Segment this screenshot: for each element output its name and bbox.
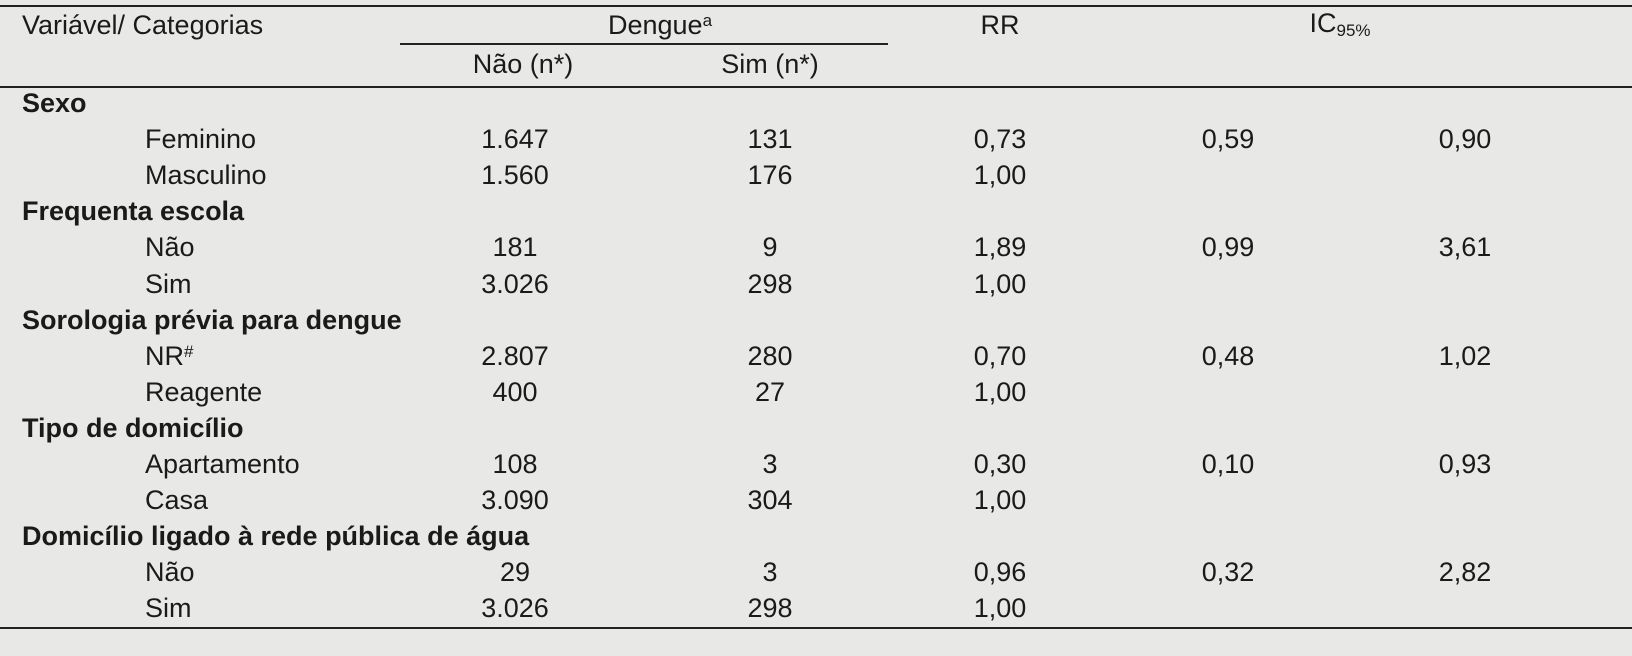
cell-sim: 298: [747, 268, 793, 299]
dengue-text: Dengue: [607, 10, 703, 40]
cell-nao: 3.090: [481, 485, 549, 516]
row-label: Sim: [145, 593, 192, 624]
ic-sub: 95%: [1336, 21, 1371, 40]
header-rr: RR: [980, 10, 1020, 40]
cell-ic-high: 1,02: [1438, 340, 1492, 371]
row-label: Feminino: [145, 124, 257, 155]
row-label: NR#: [145, 340, 193, 372]
cell-sim: 3: [762, 557, 778, 588]
cell-sim: 304: [747, 485, 793, 516]
header-dengue: Denguea: [608, 9, 712, 41]
row-label: Não: [145, 232, 195, 263]
cell-ic-high: 2,82: [1438, 557, 1492, 588]
cell-nao: 3.026: [481, 268, 549, 299]
cell-rr: 1,00: [973, 268, 1027, 299]
cell-ic-high: 0,93: [1438, 449, 1492, 479]
cell-nao: 108: [492, 449, 538, 479]
cell-ic-low: 0,59: [1201, 124, 1255, 155]
header-ic: IC95%: [1309, 7, 1370, 43]
row-label: Reagente: [145, 376, 263, 407]
cell-sim: 131: [747, 124, 793, 155]
cell-rr: 0,96: [973, 557, 1027, 588]
cell-ic-low: 0,48: [1201, 340, 1255, 371]
cell-rr: 1,89: [973, 232, 1027, 263]
cell-rr: 1,00: [973, 485, 1027, 516]
cell-sim: 27: [754, 376, 786, 407]
group-title: Domicílio ligado à rede pública de água: [22, 521, 530, 552]
cell-ic-low: 0,99: [1201, 232, 1255, 263]
row-label: Sim: [145, 268, 192, 299]
cell-nao: 3.026: [481, 593, 549, 624]
header-nao: Não (n*): [472, 49, 574, 79]
cell-sim: 9: [762, 232, 778, 263]
row-label: Casa: [145, 485, 209, 516]
group-title: Sexo: [22, 88, 87, 118]
cell-nao: 1.647: [481, 124, 549, 155]
cell-ic-high: 3,61: [1438, 232, 1492, 263]
cell-nao: 2.807: [481, 340, 549, 371]
row-label: Apartamento: [145, 449, 300, 479]
cell-rr: 0,70: [973, 340, 1027, 371]
cell-rr: 1,00: [973, 593, 1027, 624]
group-title: Frequenta escola: [22, 196, 245, 227]
cell-nao: 29: [499, 557, 531, 588]
cell-ic-high: 0,90: [1438, 124, 1492, 155]
cell-rr: 1,00: [973, 376, 1027, 407]
cell-ic-low: 0,10: [1201, 449, 1255, 479]
cell-rr: 0,73: [973, 124, 1027, 155]
cell-nao: 181: [492, 232, 538, 263]
cell-sim: 176: [747, 160, 793, 191]
cell-sim: 298: [747, 593, 793, 624]
cell-ic-low: 0,32: [1201, 557, 1255, 588]
cell-rr: 0,30: [973, 449, 1027, 479]
header-variable: Variável/ Categorias: [22, 10, 264, 40]
top-rule: [0, 5, 1632, 7]
row-label: Não: [145, 557, 195, 588]
cell-nao: 400: [492, 376, 538, 407]
header-sim: Sim (n*): [721, 49, 819, 79]
ic-text: IC: [1309, 8, 1337, 38]
bottom-rule: [0, 627, 1632, 629]
row-label-sup: #: [184, 341, 194, 361]
group-title: Tipo de domicílio: [22, 412, 244, 443]
dengue-rule: [400, 43, 888, 45]
cell-nao: 1.560: [481, 160, 549, 191]
row-label-text: NR: [145, 340, 184, 371]
cell-sim: 3: [762, 449, 778, 479]
row-label: Masculino: [145, 160, 267, 191]
group-title: Sorologia prévia para dengue: [22, 304, 402, 335]
header-rule: [0, 86, 1632, 88]
dengue-sup: a: [702, 11, 713, 30]
cell-rr: 1,00: [973, 160, 1027, 191]
cell-sim: 280: [747, 340, 793, 371]
